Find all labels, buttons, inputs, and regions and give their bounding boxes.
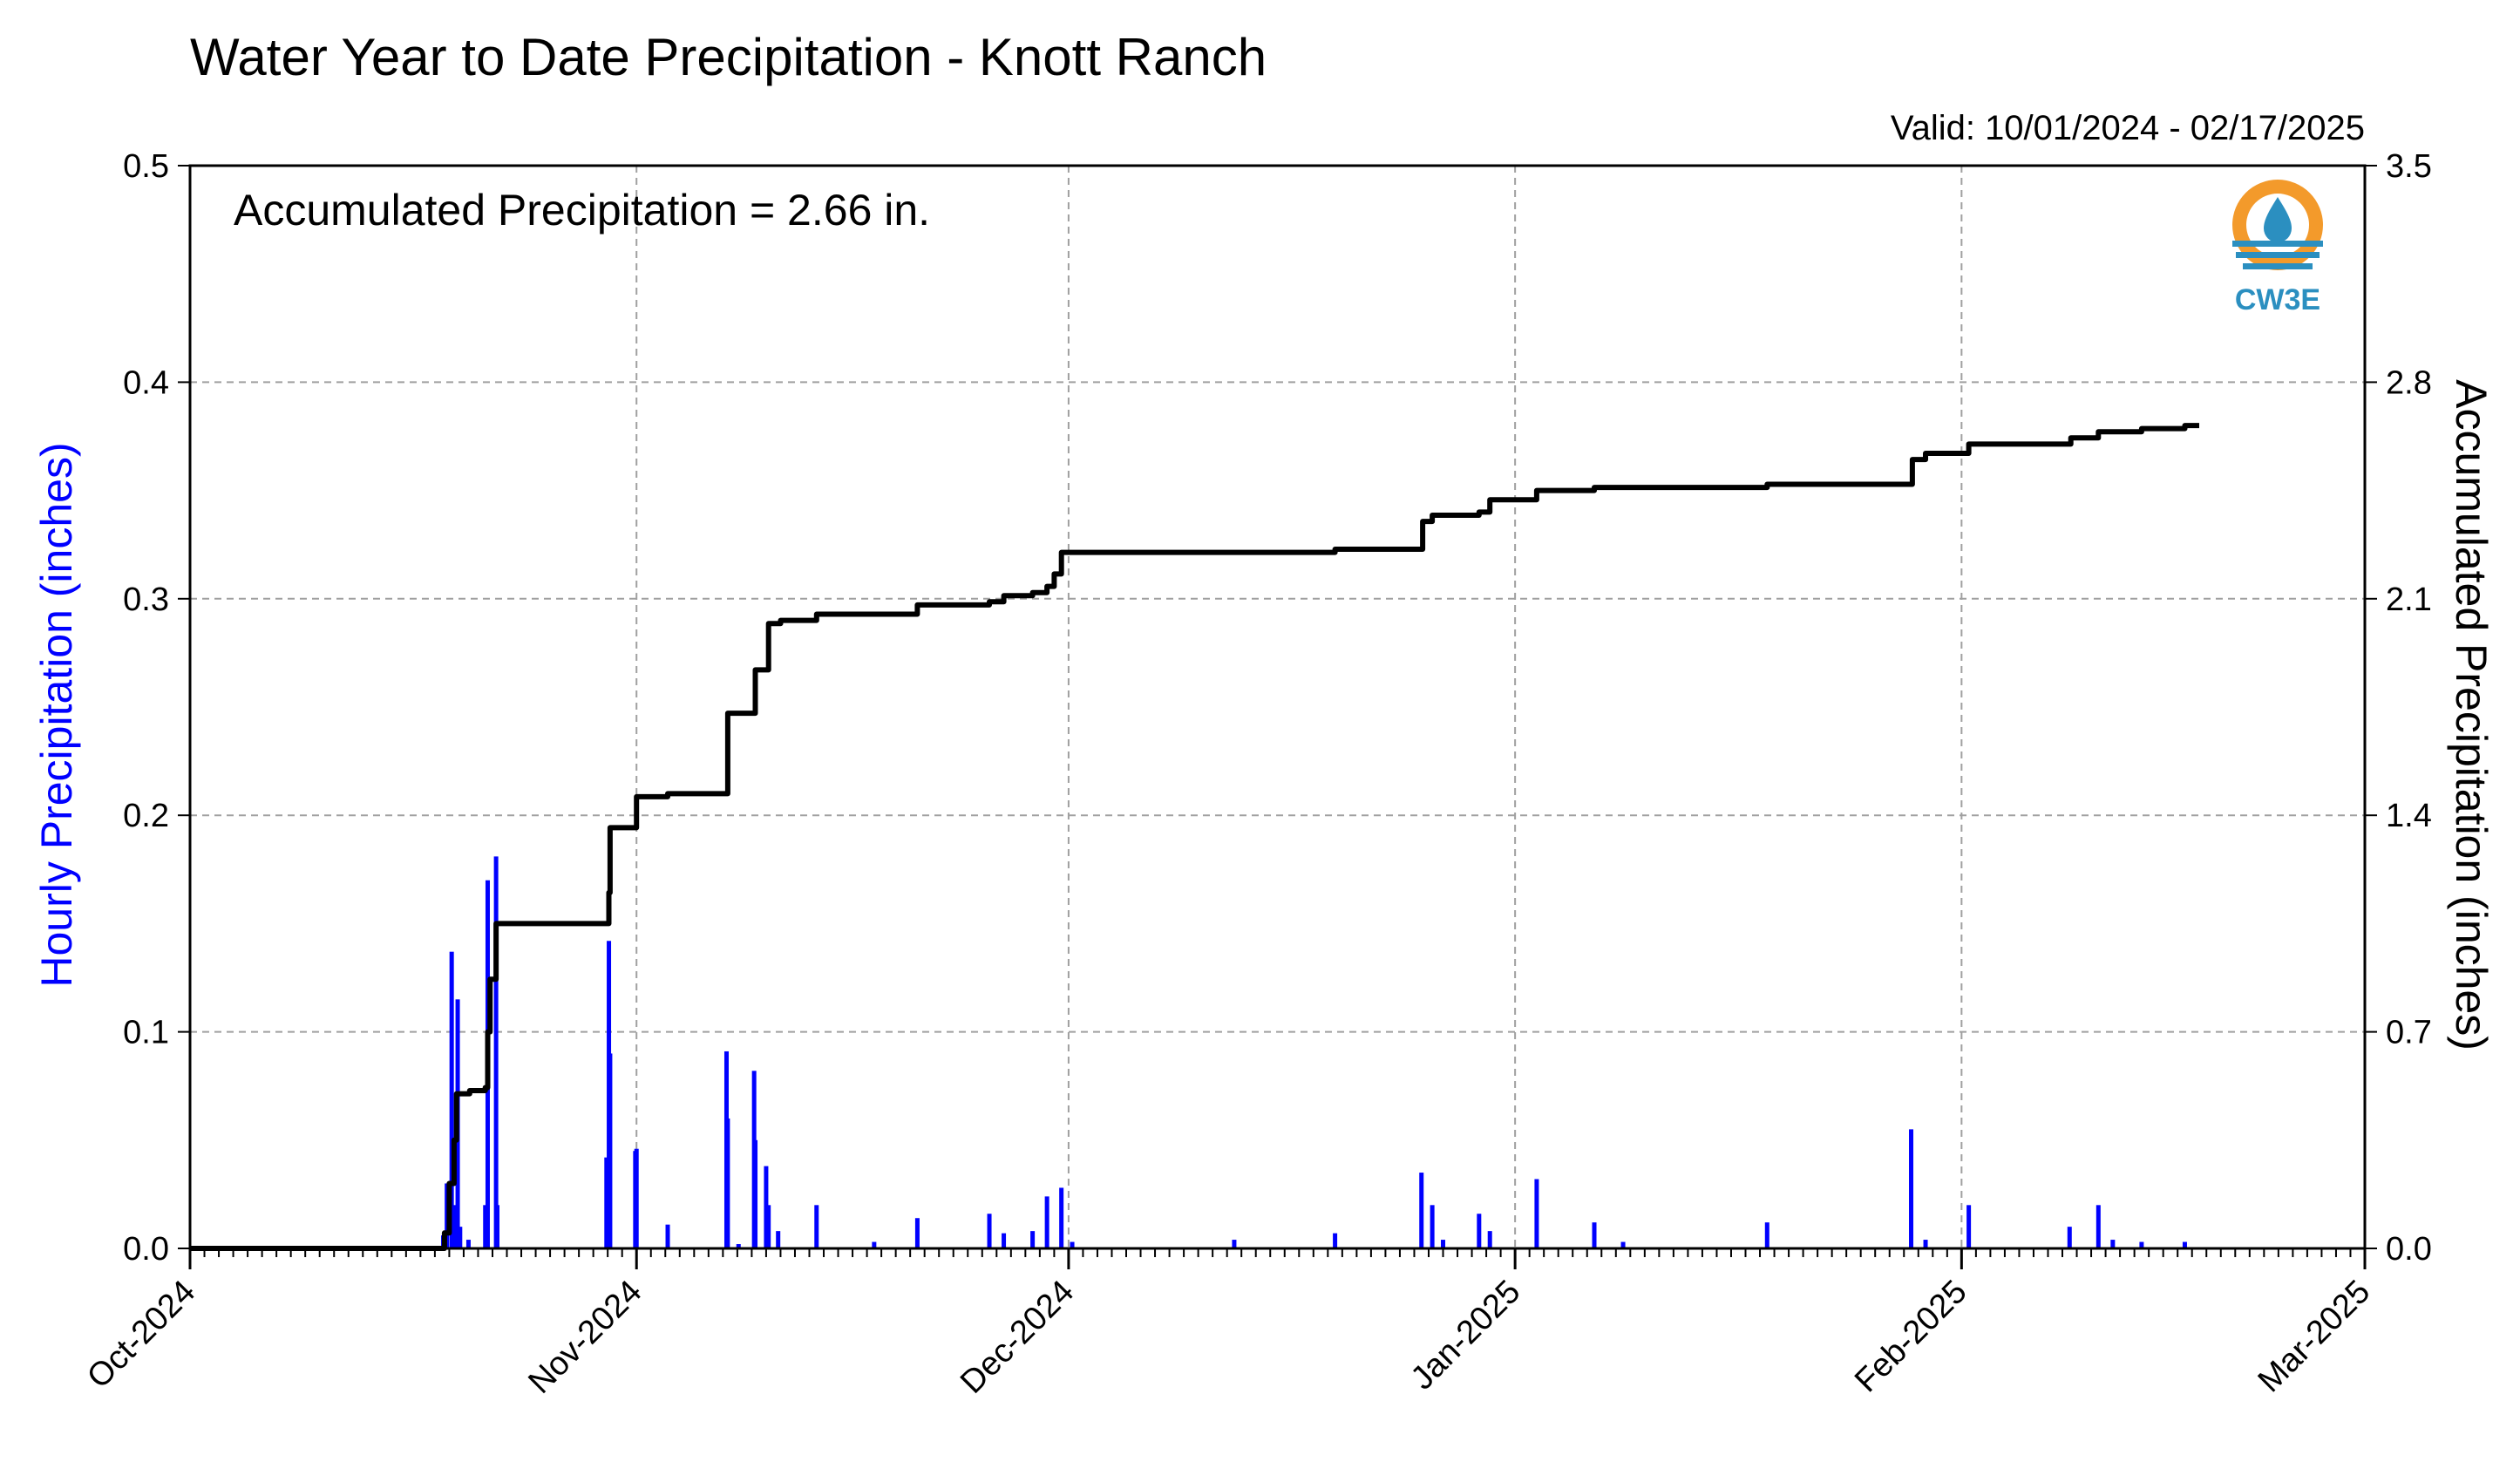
precip-bar [736, 1244, 741, 1248]
plot-frame [188, 164, 2367, 1250]
precip-bar [2182, 1241, 2187, 1248]
precip-bar [1059, 1187, 1064, 1248]
precip-bar [2095, 1205, 2101, 1248]
left-tick-label: 0.4 [123, 364, 169, 401]
left-tick-label: 0.2 [123, 798, 169, 834]
precip-bar [494, 1205, 499, 1248]
precip-bar [1044, 1196, 1049, 1248]
right-tick-label: 0.0 [2386, 1231, 2432, 1268]
precip-bar [608, 1053, 613, 1248]
precip-bar [634, 1148, 639, 1248]
precip-bar [1477, 1214, 1482, 1248]
left-tick-label: 0.5 [123, 148, 169, 185]
precip-bar [483, 1205, 488, 1248]
left-tick-label: 0.0 [123, 1231, 169, 1268]
precip-bar [1909, 1129, 1914, 1248]
axes: 0.0 0.0 0.1 0.7 0.2 1.4 0.3 2.1 0.4 2.8 0.5 3.5 Oct-… [80, 148, 2432, 1401]
precip-bar [776, 1231, 781, 1248]
cw3e-logo-icon: CW3E [2232, 180, 2323, 316]
right-tick-label: 3.5 [2386, 148, 2432, 185]
accumulated-precip-line [190, 423, 2199, 1251]
accumulated-line [190, 423, 2199, 1251]
precip-bar [1534, 1179, 1539, 1248]
x-tick-label: Oct-2024 [80, 1274, 202, 1396]
precip-bar [1487, 1231, 1492, 1248]
precip-bar [1232, 1240, 1237, 1248]
chart-title: Water Year to Date Precipitation - Knott… [190, 28, 1267, 86]
x-tick-label: Jan-2025 [1404, 1274, 1528, 1397]
precip-bar [1002, 1233, 1007, 1248]
right-tick-label: 1.4 [2386, 798, 2432, 834]
precip-bar [1430, 1205, 1435, 1248]
left-tick-label: 0.1 [123, 1015, 169, 1051]
precip-bar [725, 1118, 730, 1248]
precip-bar [987, 1214, 992, 1248]
right-axis-label: Accumulated Precipitation (inches) [2447, 379, 2496, 1051]
precip-bar [914, 1218, 920, 1248]
hourly-precip-bars [441, 856, 2187, 1248]
precip-bar [2110, 1240, 2116, 1248]
precip-bar [1070, 1241, 1075, 1248]
gridlines [190, 166, 2365, 1248]
left-axis-label: Hourly Precipitation (inches) [32, 442, 81, 987]
precip-bar [1333, 1233, 1338, 1248]
precip-bar [458, 1227, 463, 1248]
precip-bar [814, 1205, 819, 1248]
precip-bar [2067, 1227, 2072, 1248]
precip-bar [1592, 1222, 1597, 1248]
precip-bar [465, 1240, 471, 1248]
precip-bar [872, 1241, 877, 1248]
x-tick-label: Dec-2024 [954, 1274, 1081, 1401]
left-tick-label: 0.3 [123, 581, 169, 618]
x-tick-label: Nov-2024 [521, 1274, 649, 1401]
right-tick-label: 2.1 [2386, 581, 2432, 618]
precip-bar [665, 1224, 670, 1248]
precip-bar [1030, 1231, 1036, 1248]
precip-bar [1620, 1241, 1626, 1248]
precip-bar [604, 1157, 609, 1248]
precip-bar [2139, 1241, 2144, 1248]
precip-bar [753, 1139, 758, 1248]
valid-date-range: Valid: 10/01/2024 - 02/17/2025 [1891, 109, 2365, 147]
precip-bar [1966, 1205, 1972, 1248]
logo-text: CW3E [2235, 283, 2320, 316]
precip-bar [766, 1205, 771, 1248]
accumulated-total-annotation: Accumulated Precipitation = 2.66 in. [234, 186, 930, 235]
precip-bar [1441, 1240, 1446, 1248]
x-tick-label: Mar-2025 [2252, 1274, 2378, 1400]
precip-bar [764, 1166, 769, 1248]
precip-bar [449, 951, 454, 1248]
precip-bar [1923, 1240, 1928, 1248]
precip-bar [493, 856, 499, 1248]
right-tick-label: 2.8 [2386, 364, 2432, 401]
precip-bar [1764, 1222, 1769, 1248]
precip-bar [452, 1205, 457, 1248]
x-tick-label: Feb-2025 [1848, 1274, 1974, 1400]
right-tick-label: 0.7 [2386, 1015, 2432, 1051]
precip-bar [1419, 1173, 1424, 1248]
